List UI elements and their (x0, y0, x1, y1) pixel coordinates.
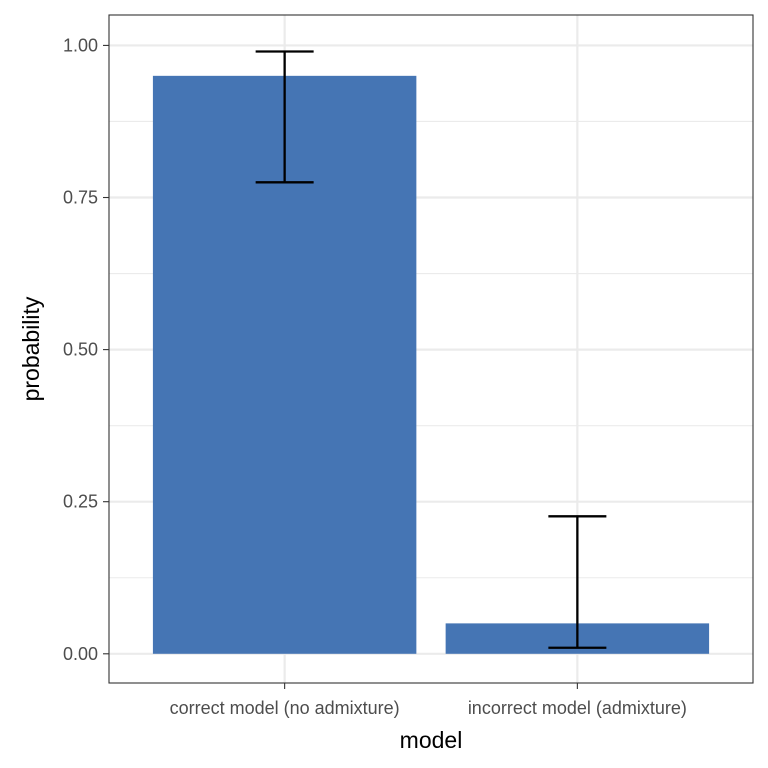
panel-border (108, 14, 754, 684)
y-tick-label: 0.50 (63, 340, 98, 360)
error-bar (255, 50, 314, 184)
bars (152, 75, 710, 654)
x-axis: correct model (no admixture) incorrect mo… (170, 683, 687, 718)
y-axis: 0.00 0.25 0.50 0.75 1.00 (63, 35, 109, 664)
y-tick-label: 1.00 (63, 35, 98, 55)
y-tick-label: 0.25 (63, 492, 98, 512)
x-tick-label: correct model (no admixture) (170, 698, 400, 718)
error-bar (548, 515, 607, 649)
y-axis-title: probability (18, 296, 44, 401)
error-bars (255, 50, 607, 649)
x-tick-label: incorrect model (admixture) (468, 698, 687, 718)
y-tick-label: 0.00 (63, 644, 98, 664)
y-tick-label: 0.75 (63, 188, 98, 208)
x-axis-title: model (400, 727, 463, 753)
